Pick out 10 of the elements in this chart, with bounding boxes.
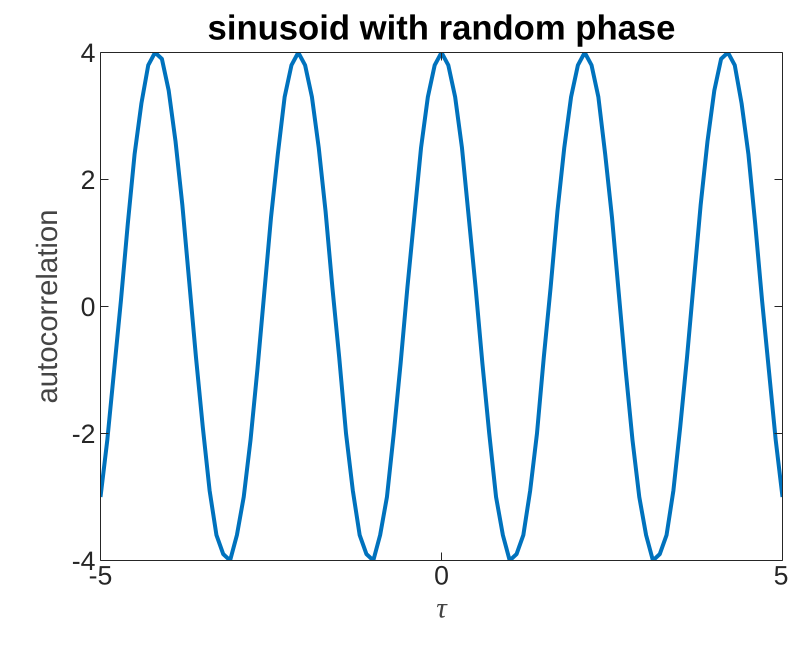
y-tick-label: 2 — [80, 165, 96, 195]
y-tick-label: 0 — [80, 292, 96, 322]
y-tick-label: 4 — [80, 38, 96, 68]
x-tick-label: 0 — [434, 560, 449, 590]
x-axis-title: τ — [436, 592, 448, 624]
x-tick-label: 5 — [774, 560, 788, 590]
y-tick-label: -2 — [72, 419, 96, 449]
y-axis-title: autocorrelation — [30, 209, 64, 404]
line-series — [100, 52, 782, 560]
chart-title: sinusoid with random phase — [208, 10, 676, 48]
